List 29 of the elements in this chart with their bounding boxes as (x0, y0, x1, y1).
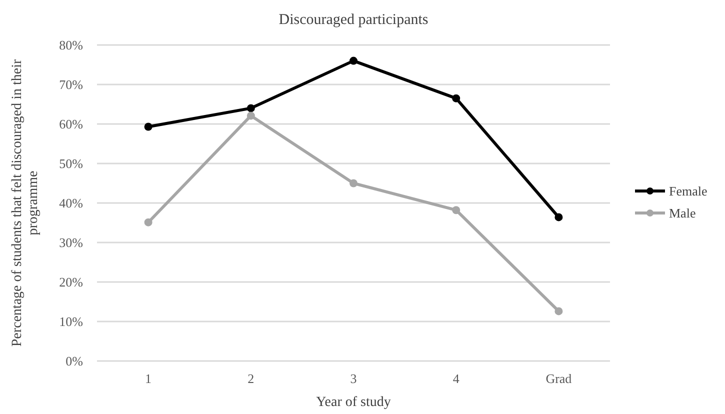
y-tick-label: 60% (59, 116, 84, 132)
chart-title: Discouraged participants (278, 12, 428, 28)
x-tick-label: 1 (145, 371, 152, 386)
point (554, 213, 563, 222)
point (246, 112, 255, 120)
point (144, 218, 152, 226)
point (246, 104, 255, 112)
x-axis-title: Year of study (316, 395, 391, 410)
legend-label: Female (669, 184, 708, 199)
point (350, 56, 358, 65)
x-tick-label: 3 (350, 371, 357, 386)
y-tick-label: 50% (59, 156, 84, 172)
y-tick-label: 70% (59, 77, 84, 92)
y-axis-title: Percentage of students that felt discouraged in their programme (9, 58, 42, 349)
legend-label: Male (669, 206, 696, 221)
y-tick-label: 80% (59, 38, 84, 53)
point (350, 179, 358, 188)
y-tick-label: 0% (66, 354, 84, 369)
y-tick-label: 10% (59, 314, 84, 330)
y-tick-label: 30% (59, 235, 84, 250)
x-tick-label: 4 (452, 371, 460, 386)
x-tick-label: Grad (546, 371, 572, 386)
x-tick-label: 2 (248, 371, 254, 386)
point (452, 206, 460, 214)
y-tick-label: 20% (59, 274, 84, 290)
y-tick-label: 40% (59, 196, 84, 211)
point (452, 94, 460, 102)
point (144, 122, 152, 131)
point (554, 307, 563, 316)
